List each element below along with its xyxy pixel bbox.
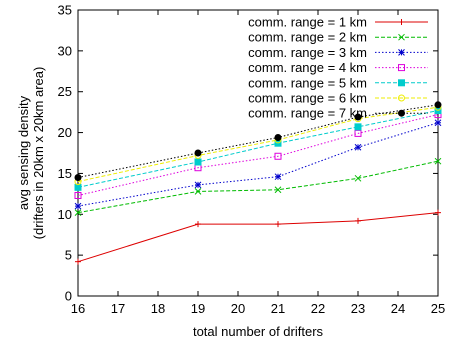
legend-swatch-marker-7 <box>398 109 405 117</box>
series-line-5 <box>77 110 439 188</box>
legend-swatch-marker-1 <box>398 19 405 25</box>
data-point-s2-3 <box>354 174 362 182</box>
y-tick-label-5: 5 <box>65 248 72 263</box>
data-point-s4-3 <box>354 129 362 137</box>
y-tick-label-25: 25 <box>58 84 72 99</box>
data-point-s7-3 <box>354 113 362 121</box>
plot-frame <box>77 9 439 297</box>
x-tick-label-25: 25 <box>431 301 445 316</box>
data-point-s2-2 <box>274 186 282 194</box>
legend-swatch-marker-4 <box>398 64 405 72</box>
x-tick-label-19: 19 <box>191 301 205 316</box>
x-tick-label-17: 17 <box>111 301 125 316</box>
x-tick-label-18: 18 <box>151 301 165 316</box>
data-point-s5-3 <box>354 123 362 131</box>
data-point-s3-1 <box>194 181 202 189</box>
data-point-s3-2 <box>274 173 282 181</box>
x-tick-label-24: 24 <box>391 301 405 316</box>
data-point-s3-3 <box>354 143 362 151</box>
data-point-s7-1 <box>194 149 202 157</box>
data-point-s7-4 <box>434 101 442 109</box>
data-point-s2-1 <box>194 188 202 195</box>
axes: 16 17 18 19 20 21 22 23 24 25 0 5 10 15 20 25 30 35 <box>58 3 446 317</box>
series-line-3 <box>77 122 439 207</box>
series-group <box>74 101 442 265</box>
legend-swatch-marker-2 <box>398 33 405 41</box>
data-point-s5-1 <box>194 158 202 166</box>
data-point-s4-0 <box>74 191 82 199</box>
y-tick-label-20: 20 <box>58 125 72 140</box>
y-tick-label-0: 0 <box>65 289 72 304</box>
data-point-s3-4 <box>434 119 442 127</box>
data-point-s5-0 <box>74 183 82 191</box>
legend-label-2: comm. range = 2 km <box>248 30 367 45</box>
y-tick-label-10: 10 <box>58 207 72 222</box>
legend-swatch-marker-5 <box>398 79 405 87</box>
x-tick-label-16: 16 <box>71 301 85 316</box>
data-point-s7-2 <box>274 133 282 141</box>
data-point-s7-0 <box>74 174 82 182</box>
series-line-4 <box>77 114 439 196</box>
x-tick-label-23: 23 <box>351 301 365 316</box>
y-axis-label-line-1: avg sensing density <box>16 95 31 210</box>
y-tick-label-35: 35 <box>58 3 72 18</box>
data-point-s3-0 <box>74 202 82 210</box>
series-line-1 <box>77 212 439 263</box>
data-point-s1-3 <box>355 217 361 224</box>
legend-label-6: comm. range = 6 km <box>248 91 367 106</box>
x-axis-label: total number of drifters <box>193 324 324 339</box>
y-tick-label-30: 30 <box>58 43 72 58</box>
data-point-s2-0 <box>74 209 82 217</box>
legend-swatch-marker-3 <box>398 49 405 56</box>
legend-label-4: comm. range = 4 km <box>248 60 367 75</box>
legend-label-7: comm. range = 7 km <box>248 106 367 121</box>
data-point-s1-2 <box>275 221 281 228</box>
plot-area <box>77 9 439 297</box>
x-tick-label-20: 20 <box>231 301 245 316</box>
legend-swatch-marker-6 <box>398 94 405 102</box>
data-point-s1-0 <box>75 258 81 265</box>
data-point-s2-4 <box>434 157 442 165</box>
data-point-s4-2 <box>274 152 282 160</box>
legend-label-5: comm. range = 5 km <box>248 75 367 90</box>
y-axis-label-line-2: (drifters in 20km x 20km area) <box>31 67 46 240</box>
legend-label-1: comm. range = 1 km <box>248 15 367 30</box>
y-tick-label-15: 15 <box>58 166 72 181</box>
data-point-s1-4 <box>435 209 441 216</box>
data-point-s1-1 <box>195 221 201 228</box>
x-tick-label-22: 22 <box>311 301 325 316</box>
x-tick-label-21: 21 <box>271 301 285 316</box>
series-line-2 <box>77 160 439 214</box>
legend-label-3: comm. range = 3 km <box>248 45 367 60</box>
